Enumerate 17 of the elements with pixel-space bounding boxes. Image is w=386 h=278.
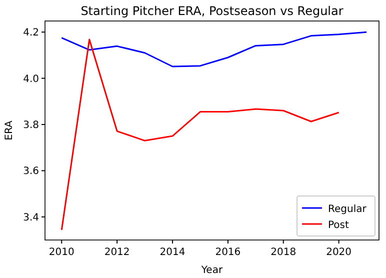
x-tick-label: 2010 bbox=[48, 247, 74, 258]
x-tick-label: 2020 bbox=[326, 247, 352, 258]
x-tick-label: 2018 bbox=[270, 247, 296, 258]
x-tick-label: 2014 bbox=[160, 247, 186, 258]
x-tick-label: 2012 bbox=[104, 247, 130, 258]
x-axis-title: Year bbox=[200, 265, 224, 276]
legend-label: Post bbox=[328, 220, 349, 231]
y-tick-label: 4.0 bbox=[23, 74, 39, 85]
y-axis-title: ERA bbox=[4, 120, 15, 140]
line-series bbox=[60, 31, 368, 68]
x-tick-label: 2016 bbox=[215, 247, 241, 258]
y-tick-label: 3.8 bbox=[23, 120, 39, 131]
legend-label: Regular bbox=[328, 204, 368, 215]
y-tick-label: 3.4 bbox=[23, 212, 39, 224]
y-tick-label: 4.2 bbox=[23, 28, 39, 39]
y-tick-label: 3.6 bbox=[23, 166, 39, 178]
chart-title: Starting Pitcher ERA, Postseason vs Regular bbox=[80, 4, 344, 18]
